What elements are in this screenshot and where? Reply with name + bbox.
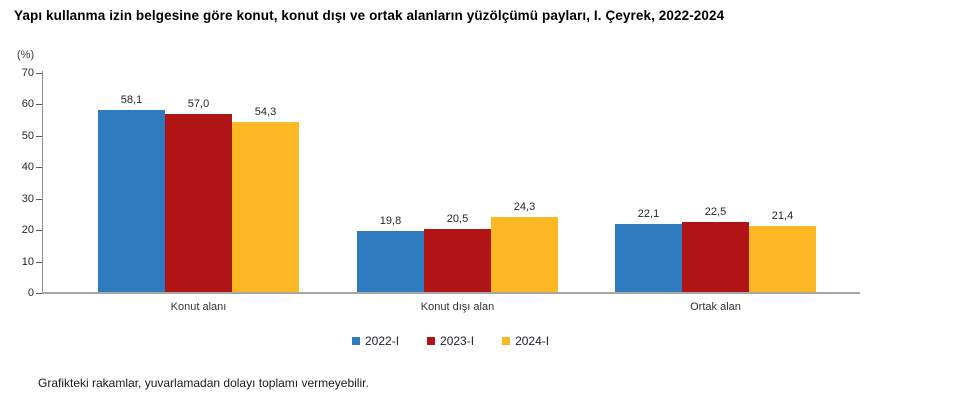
value-label: 22,5 — [704, 206, 727, 219]
value-label: 22,1 — [637, 207, 660, 220]
y-tick-mark — [36, 167, 42, 169]
y-tick-mark — [36, 230, 42, 232]
chart-legend: 2022-I 2023-I 2024-I — [352, 334, 549, 348]
value-label: 54,3 — [254, 106, 277, 119]
y-tick-mark — [36, 135, 42, 137]
bar-2023-I — [682, 222, 749, 293]
y-axis-unit-label: (%) — [17, 49, 35, 61]
bar-2022-I — [357, 230, 424, 293]
category-label: Ortak alan — [690, 301, 741, 313]
y-tick-mark — [36, 261, 42, 263]
y-tick-label: 60 — [21, 98, 34, 111]
value-label: 20,5 — [446, 212, 469, 225]
value-label: 57,0 — [187, 97, 210, 110]
y-tick-label: 20 — [21, 224, 34, 237]
bar-2022-I — [615, 223, 682, 293]
y-tick-label: 70 — [21, 67, 34, 79]
bar-2024-I — [491, 216, 558, 293]
bar-2023-I — [424, 228, 491, 293]
y-tick-mark — [36, 73, 42, 74]
bar-2024-I — [232, 122, 299, 293]
category-label: Konut alanı — [170, 301, 227, 313]
chart-title: Yapı kullanma izin belgesine göre konut,… — [14, 8, 725, 23]
bar-2022-I — [98, 110, 165, 293]
y-axis-line — [42, 71, 43, 293]
value-label: 21,4 — [771, 209, 794, 222]
y-tick-mark — [36, 198, 42, 200]
legend-label: 2024-I — [515, 334, 550, 348]
value-label: 19,8 — [379, 214, 402, 227]
bar-2024-I — [749, 225, 816, 293]
x-axis-line — [42, 292, 860, 294]
y-tick-label: 0 — [27, 287, 34, 299]
y-tick-label: 50 — [21, 129, 34, 142]
legend-item-2023-I: 2023-I — [427, 334, 474, 348]
legend-item-2022-I: 2022-I — [352, 334, 399, 348]
y-tick-mark — [36, 293, 42, 294]
y-tick-mark — [36, 104, 42, 106]
y-tick-label: 30 — [21, 192, 34, 205]
legend-swatch-icon — [427, 337, 436, 345]
legend-swatch-icon — [352, 337, 360, 345]
category-label: Konut dışı alan — [420, 301, 495, 313]
footnote: Grafikteki rakamlar, yuvarlamadan dolayı… — [38, 376, 369, 390]
bar-2023-I — [165, 113, 232, 293]
legend-label: 2023-I — [440, 334, 475, 348]
y-tick-label: 40 — [21, 161, 34, 174]
legend-swatch-icon — [502, 337, 511, 345]
value-label: 24,3 — [513, 200, 536, 213]
legend-item-2024-I: 2024-I — [502, 334, 549, 348]
legend-label: 2022-I — [365, 334, 400, 348]
value-label: 58,1 — [120, 94, 143, 107]
y-tick-label: 10 — [21, 255, 34, 268]
